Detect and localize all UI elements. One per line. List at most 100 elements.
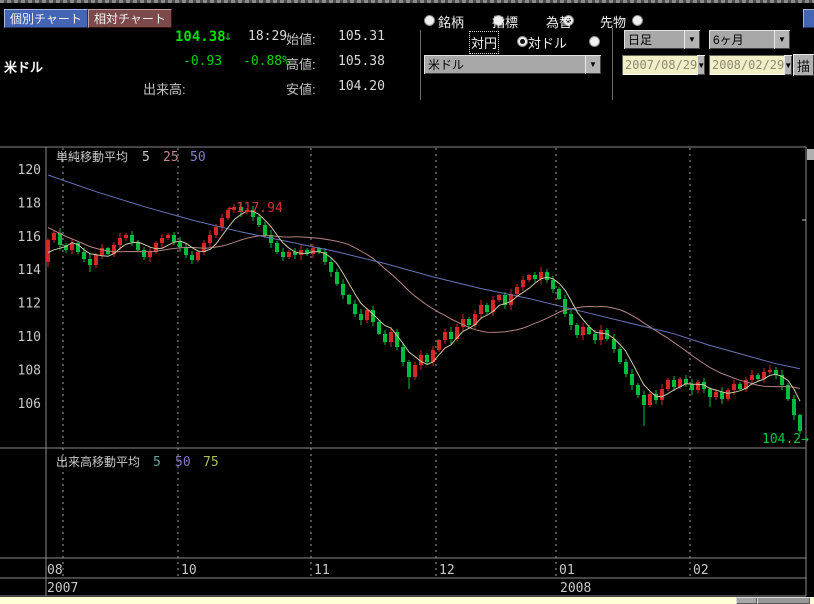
candle-body xyxy=(503,295,507,305)
candle-body xyxy=(136,242,140,250)
chevron-down-icon[interactable]: ▼ xyxy=(684,30,700,49)
candle-body xyxy=(714,392,718,397)
candle-body xyxy=(563,299,567,314)
candle-body xyxy=(70,243,74,250)
candle-body xyxy=(515,287,519,294)
divider-line xyxy=(612,28,613,100)
symbol-select-value: 米ドル xyxy=(428,58,465,72)
period-select[interactable]: 日足 ▼ xyxy=(624,30,700,49)
tab-relative-chart[interactable]: 相対チャート xyxy=(88,9,172,28)
volume-ma-legend-title: 出来高移動平均 xyxy=(56,454,140,469)
y-axis-tick-label: 118 xyxy=(18,196,41,211)
clipped-blue-button[interactable] xyxy=(803,9,814,28)
y-axis-tick-label: 120 xyxy=(18,163,41,178)
candle-body xyxy=(281,252,285,257)
range-select[interactable]: 6ヶ月 ▼ xyxy=(709,30,790,49)
candle-body xyxy=(762,372,766,379)
radio-taidoru[interactable] xyxy=(589,36,601,47)
date-to-picker[interactable]: 2008/02/29 ▼ xyxy=(709,55,793,75)
candle-body xyxy=(190,255,194,260)
candle-body xyxy=(485,305,489,312)
candle-body xyxy=(359,314,363,320)
volume-ma-period-75: 75 xyxy=(203,455,219,470)
candle-body xyxy=(533,275,537,279)
open-label: 始値: xyxy=(286,32,316,47)
candle-body xyxy=(593,334,597,340)
ma5-line xyxy=(47,210,801,402)
radio-shihyou-label[interactable]: 指標 xyxy=(492,15,519,30)
candle-body xyxy=(269,235,273,243)
candle-body xyxy=(672,380,676,387)
scrollbar-segment[interactable] xyxy=(757,597,810,604)
candle-body xyxy=(449,332,453,339)
scrollbar-thumb[interactable] xyxy=(736,597,757,604)
down-arrow-icon: ↓ xyxy=(224,29,232,44)
candle-body xyxy=(443,332,447,340)
candle-body xyxy=(654,394,658,400)
chevron-down-icon[interactable]: ▼ xyxy=(585,55,601,74)
x-axis-month-label: 08 xyxy=(47,563,63,578)
candle-body xyxy=(263,225,267,235)
candle-body xyxy=(467,319,471,325)
candle-body xyxy=(88,259,92,265)
candle-body xyxy=(226,210,230,218)
chevron-down-icon[interactable]: ▼ xyxy=(784,55,793,75)
candle-body xyxy=(287,252,291,257)
radio-taien-label[interactable]: 対円 xyxy=(468,31,500,54)
candle-body xyxy=(557,289,561,299)
candle-body xyxy=(431,350,435,362)
horizontal-scrollbar[interactable] xyxy=(0,597,814,604)
chevron-down-icon[interactable]: ▼ xyxy=(774,30,790,49)
low-label: 安値: xyxy=(286,82,316,97)
candle-body xyxy=(214,227,218,235)
tab-relative-chart-label: 相対チャート xyxy=(94,12,166,26)
tab-individual-chart[interactable]: 個別チャート xyxy=(4,9,88,28)
candle-body xyxy=(509,294,513,305)
candle-body xyxy=(479,305,483,314)
candle-body xyxy=(196,252,200,260)
candle-body xyxy=(587,327,591,334)
radio-meigara[interactable] xyxy=(424,15,435,26)
x-axis-year-label: 2008 xyxy=(560,581,591,596)
date-from-picker[interactable]: 2007/08/29 ▼ xyxy=(622,55,706,75)
candle-body xyxy=(732,384,736,390)
x-axis-month-label: 11 xyxy=(314,563,330,578)
candle-body xyxy=(756,375,760,379)
candle-body xyxy=(612,339,616,349)
symbol-select[interactable]: 米ドル ▼ xyxy=(424,55,601,74)
radio-kawase[interactable] xyxy=(562,15,574,26)
radio-taidoru-label[interactable]: 対ドル xyxy=(528,36,568,51)
candle-body xyxy=(293,252,297,255)
radio-meigara-label[interactable]: 銘柄 xyxy=(438,15,465,30)
candle-body xyxy=(118,238,122,245)
candle-body xyxy=(551,280,555,289)
candle-body xyxy=(581,327,585,335)
candle-body xyxy=(497,295,501,300)
radio-sakimono-label[interactable]: 先物 xyxy=(600,15,627,30)
candle-body xyxy=(239,207,243,212)
volume-label: 出来高: xyxy=(143,82,186,97)
candle-body xyxy=(618,349,622,362)
candle-body xyxy=(305,250,309,254)
candle-body xyxy=(257,217,261,225)
radio-shihyou[interactable] xyxy=(493,15,505,26)
ma50-line xyxy=(47,174,801,370)
candle-body xyxy=(690,384,694,390)
candle-body xyxy=(425,355,429,362)
radio-kawase-label[interactable]: 為替 xyxy=(546,15,573,30)
candle-body xyxy=(696,382,700,390)
candle-body xyxy=(461,319,465,327)
volume-ma-period-50: 50 xyxy=(175,455,191,470)
radio-sakimono[interactable] xyxy=(632,15,644,26)
candle-body xyxy=(660,389,664,400)
y-axis-tick-label: 112 xyxy=(18,297,41,312)
x-axis-month-label: 12 xyxy=(439,563,455,578)
radio-taien[interactable] xyxy=(516,36,528,47)
chevron-down-icon[interactable]: ▼ xyxy=(697,55,706,75)
candle-body xyxy=(52,233,56,240)
candle-body xyxy=(329,262,333,272)
high-label: 高値: xyxy=(286,57,316,72)
candle-body xyxy=(630,374,634,385)
draw-button[interactable]: 描 xyxy=(793,54,814,76)
